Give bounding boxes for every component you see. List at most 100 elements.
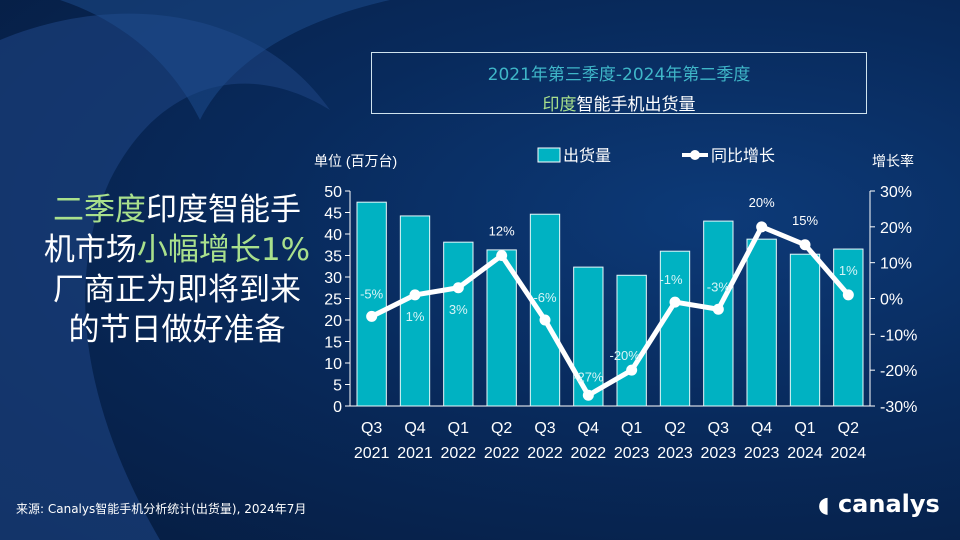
- y2-tick-label: 20%: [880, 220, 912, 237]
- legend-bar-label: 出货量: [563, 147, 611, 165]
- growth-label: 3%: [449, 302, 468, 317]
- y-axis-label: 单位 (百万台): [314, 153, 397, 169]
- bar: [443, 241, 474, 407]
- y2-axis-label: 增长率: [872, 153, 914, 169]
- growth-point: [409, 289, 421, 301]
- x-tick-label-quarter: Q2: [838, 420, 859, 437]
- x-tick-label-year: 2022: [484, 445, 520, 462]
- growth-label: 1%: [406, 309, 425, 324]
- growth-point: [452, 282, 464, 294]
- x-tick-label-quarter: Q1: [794, 420, 815, 437]
- growth-label: -5%: [360, 286, 384, 301]
- growth-line: [370, 224, 851, 398]
- growth-point: [626, 364, 638, 376]
- legend-bar-swatch: [537, 147, 561, 163]
- growth-point: [712, 303, 724, 315]
- x-tick-label-year: 2021: [354, 445, 390, 462]
- y-tick-label: 0: [333, 399, 342, 416]
- chart-title-main: 印度智能手机出货量: [372, 90, 866, 115]
- growth-point: [366, 310, 378, 322]
- growth-point: [539, 314, 551, 326]
- growth-point: [799, 239, 811, 251]
- y2-tick-label: 30%: [880, 184, 912, 201]
- y-tick-label: 5: [333, 378, 342, 395]
- y-tick-label: 10: [324, 356, 342, 373]
- logo-text: canalys: [837, 490, 940, 518]
- bar: [746, 238, 777, 407]
- chart-title-period: 2021年第三季度-2024年第二季度: [487, 65, 751, 85]
- x-tick-label-quarter: Q4: [751, 420, 772, 437]
- y-tick-label: 45: [324, 206, 342, 223]
- x-tick-label-year: 2022: [527, 445, 563, 462]
- growth-label: 20%: [749, 195, 775, 210]
- bar: [789, 253, 821, 407]
- bar: [356, 201, 387, 407]
- x-tick-label-quarter: Q2: [664, 420, 685, 437]
- x-tick-label-year: 2023: [657, 445, 693, 462]
- y-tick-label: 50: [324, 184, 342, 201]
- y-tick-label: 15: [324, 335, 342, 352]
- growth-label: 12%: [489, 224, 515, 239]
- x-tick-label-year: 2023: [614, 445, 650, 462]
- growth-label: 15%: [792, 213, 818, 228]
- y-tick-label: 40: [324, 227, 342, 244]
- bar: [659, 250, 691, 407]
- bar: [486, 249, 517, 407]
- bar: [399, 215, 431, 407]
- headline: 二季度印度智能手 机市场小幅增长1% 厂商正为即将到来 的节日做好准备: [42, 190, 312, 350]
- headline-l4: 的节日做好准备: [68, 312, 286, 348]
- x-tick-label-year: 2022: [571, 445, 607, 462]
- title-highlight: 印度: [542, 95, 577, 115]
- x-tick-label-quarter: Q2: [491, 420, 512, 437]
- y2-tick-label: -10%: [880, 327, 917, 344]
- growth-point: [842, 289, 854, 301]
- x-tick-label-year: 2024: [831, 445, 867, 462]
- bar: [573, 266, 604, 407]
- canalys-logo: ◖ canalys: [818, 490, 940, 518]
- bar: [616, 274, 647, 407]
- x-tick-label-quarter: Q3: [708, 420, 729, 437]
- x-tick-label-year: 2024: [787, 445, 823, 462]
- chart-title-box: 2021年第三季度-2024年第二季度 印度智能手机出货量: [371, 52, 867, 115]
- y-tick-label: 35: [324, 249, 342, 266]
- growth-label: 1%: [839, 263, 858, 278]
- x-tick-label-year: 2022: [441, 445, 477, 462]
- growth-label: -6%: [533, 290, 557, 305]
- source-note: 来源: Canalys智能手机分析统计(出货量), 2024年7月: [16, 502, 307, 516]
- x-tick-label-quarter: Q1: [448, 420, 469, 437]
- x-tick-label-year: 2023: [744, 445, 780, 462]
- growth-label: -20%: [609, 348, 640, 363]
- bar: [833, 248, 864, 407]
- y2-tick-label: 0%: [880, 292, 903, 309]
- headline-l1b: 印度智能手: [146, 192, 301, 228]
- y2-tick-label: -30%: [880, 399, 917, 416]
- y-tick-label: 30: [324, 270, 342, 287]
- y-tick-label: 20: [324, 313, 342, 330]
- legend-line-label: 同比增长: [711, 147, 775, 165]
- title-rest: 智能手机出货量: [576, 95, 696, 115]
- growth-label: -1%: [659, 272, 683, 287]
- growth-label: -3%: [707, 279, 731, 294]
- growth-label: -27%: [573, 369, 604, 384]
- x-tick-label-quarter: Q3: [534, 420, 555, 437]
- headline-l3: 厂商正为即将到来: [53, 272, 301, 308]
- x-tick-label-year: 2021: [397, 445, 433, 462]
- x-tick-label-quarter: Q3: [361, 420, 382, 437]
- headline-l2b: 小幅增长1%: [136, 232, 311, 268]
- y2-tick-label: 10%: [880, 256, 912, 273]
- x-tick-label-quarter: Q1: [621, 420, 642, 437]
- x-tick-label-quarter: Q4: [404, 420, 425, 437]
- growth-point: [669, 296, 681, 308]
- x-tick-label-quarter: Q4: [578, 420, 599, 437]
- growth-point: [496, 250, 508, 261]
- legend-line-marker: [690, 150, 700, 160]
- y-tick-label: 25: [324, 292, 342, 309]
- headline-l1a: 二季度: [53, 192, 146, 228]
- bar: [703, 220, 734, 407]
- growth-point: [582, 389, 594, 401]
- y2-tick-label: -20%: [880, 363, 917, 380]
- x-tick-label-year: 2023: [701, 445, 737, 462]
